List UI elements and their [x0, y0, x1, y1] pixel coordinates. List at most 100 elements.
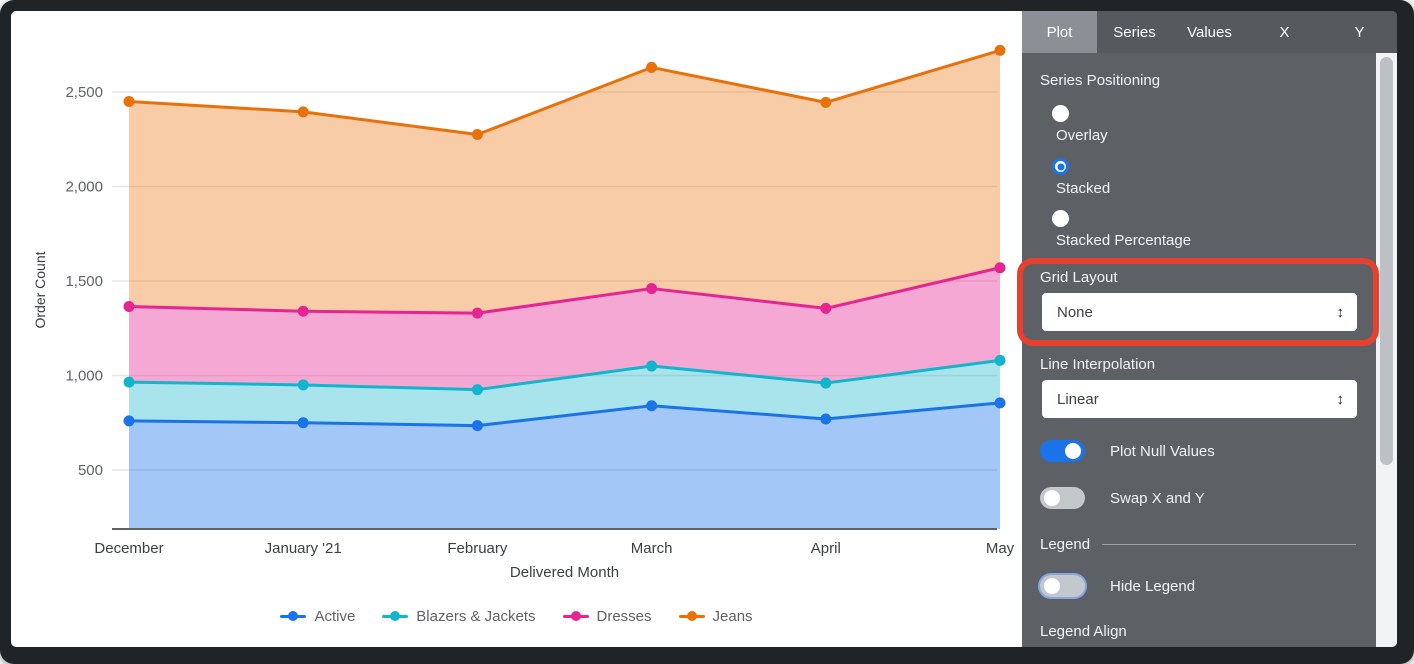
data-point-active-may[interactable]	[994, 397, 1006, 409]
legend-align-label: Legend Align	[1040, 623, 1127, 640]
tab-x[interactable]: X	[1279, 23, 1290, 41]
radio-circle-overlay[interactable]	[1052, 105, 1069, 122]
data-point-dresses-march[interactable]	[646, 283, 658, 295]
data-point-jeans-december[interactable]	[123, 95, 135, 107]
hide-legend-row: Hide Legend	[1040, 575, 1195, 597]
data-point-jeans-february[interactable]	[471, 129, 483, 141]
toggle-knob	[1044, 490, 1060, 506]
data-point-blazers-jackets-march[interactable]	[646, 360, 658, 372]
stacked-area-chart: 500 1,000 1,500 2,000 2,500 Order Count Decemb…	[32, 44, 1015, 581]
radio-label-stacked: Stacked	[1056, 180, 1111, 197]
grid-layout-label: Grid Layout	[1040, 269, 1118, 286]
area-band-blazers-jackets	[129, 360, 1000, 426]
series-line-jeans	[128, 48, 1001, 137]
data-point-jeans-march[interactable]	[646, 61, 658, 73]
x-tick-label: December	[94, 540, 163, 557]
legend-label: Active	[314, 607, 356, 625]
x-axis-title: Delivered Month	[510, 564, 619, 581]
data-point-dresses-april[interactable]	[820, 302, 832, 314]
radio-option-overlay[interactable]: Overlay	[1052, 105, 1108, 144]
panel-scrollbar	[1376, 53, 1397, 647]
section-divider	[1102, 544, 1356, 545]
radio-option-stacked-percentage[interactable]: Stacked Percentage	[1052, 210, 1191, 249]
legend-label: Blazers & Jackets	[416, 607, 536, 625]
grid-layout-select[interactable]: None ↕	[1042, 293, 1357, 331]
panel-body: Series Positioning Overlay Stacked Stack…	[1022, 53, 1397, 647]
y-tick-label: 1,500	[65, 273, 103, 290]
data-point-dresses-february[interactable]	[471, 307, 483, 319]
data-point-blazers-jackets-may[interactable]	[994, 354, 1006, 366]
data-point-jeans-may[interactable]	[994, 44, 1006, 56]
x-tick-label: March	[631, 540, 673, 557]
radio-label-overlay: Overlay	[1056, 127, 1108, 144]
y-tick-label: 2,000	[65, 179, 103, 196]
plot-null-values-row: Plot Null Values	[1040, 440, 1215, 462]
series-line-blazers-jackets	[128, 358, 1001, 392]
area-band-jeans	[129, 50, 1000, 314]
radio-circle-stacked-percentage[interactable]	[1052, 210, 1069, 227]
data-point-blazers-jackets-january-21[interactable]	[297, 379, 309, 391]
hide-legend-label: Hide Legend	[1110, 577, 1196, 595]
plot-null-values-toggle[interactable]	[1040, 440, 1085, 462]
x-tick-label: May	[986, 540, 1015, 557]
chart-legend: Active Blazers & Jackets Dresses Jeans	[11, 604, 1022, 628]
data-point-dresses-december[interactable]	[123, 301, 135, 313]
y-tick-label: 2,500	[65, 84, 103, 101]
tab-plot[interactable]: Plot	[1022, 11, 1097, 53]
data-point-active-february[interactable]	[471, 420, 483, 432]
legend-item-blazers-jackets[interactable]: Blazers & Jackets	[382, 607, 536, 625]
data-point-dresses-january-21[interactable]	[297, 305, 309, 317]
data-point-active-april[interactable]	[820, 413, 832, 425]
x-tick-label: January '21	[265, 540, 342, 557]
legend-section-header: Legend	[1040, 536, 1356, 553]
line-interpolation-label: Line Interpolation	[1040, 356, 1156, 373]
data-point-active-march[interactable]	[646, 400, 658, 412]
y-tick-label: 500	[78, 462, 103, 479]
data-point-blazers-jackets-february[interactable]	[471, 384, 483, 396]
data-point-active-january-21[interactable]	[297, 417, 309, 429]
app-content: 500 1,000 1,500 2,000 2,500 Order Count Decemb…	[11, 11, 1397, 647]
y-tick-label: 1,000	[65, 368, 103, 385]
data-point-jeans-january-21[interactable]	[297, 106, 309, 118]
legend-item-dresses[interactable]: Dresses	[562, 607, 652, 625]
area-band-active	[129, 402, 1000, 529]
swap-x-y-row: Swap X and Y	[1040, 487, 1205, 509]
legend-label: Jeans	[712, 607, 753, 625]
legend-item-active[interactable]: Active	[280, 608, 355, 625]
data-point-active-december[interactable]	[123, 415, 135, 427]
series-line-dresses	[128, 266, 1001, 315]
data-point-jeans-april[interactable]	[820, 96, 832, 108]
data-point-dresses-may[interactable]	[994, 262, 1006, 274]
tab-series[interactable]: Series	[1113, 23, 1156, 41]
radio-label-stacked-percentage: Stacked Percentage	[1056, 232, 1192, 249]
panel-tabs: Plot Series Values X Y	[1022, 11, 1397, 53]
hide-legend-toggle[interactable]	[1040, 575, 1085, 597]
legend-label: Dresses	[596, 607, 652, 625]
legend-marker-dot	[390, 611, 401, 621]
data-point-blazers-jackets-april[interactable]	[820, 377, 832, 389]
legend-marker-icon	[382, 611, 409, 621]
legend-marker-dot	[570, 611, 581, 621]
swap-x-y-toggle[interactable]	[1040, 487, 1085, 509]
tab-y[interactable]: Y	[1354, 23, 1365, 41]
unfold-arrows-icon: ↕	[1336, 390, 1345, 408]
plot-null-values-label: Plot Null Values	[1110, 442, 1215, 460]
line-interpolation-select[interactable]: Linear ↕	[1042, 380, 1357, 418]
legend-marker-icon	[562, 611, 589, 621]
radio-option-stacked[interactable]: Stacked	[1052, 158, 1110, 197]
legend-section-title: Legend	[1040, 536, 1091, 553]
scrollbar-thumb[interactable]	[1380, 57, 1393, 465]
grid-layout-value: None	[1057, 303, 1093, 321]
area-band-dresses	[129, 267, 1000, 390]
legend-marker-icon	[678, 611, 705, 621]
data-point-blazers-jackets-december[interactable]	[123, 376, 135, 388]
legend-marker-dot	[686, 611, 697, 621]
radio-circle-stacked[interactable]	[1052, 158, 1069, 175]
swap-x-y-label: Swap X and Y	[1110, 489, 1205, 507]
tab-values[interactable]: Values	[1187, 23, 1232, 41]
x-tick-label: February	[447, 540, 508, 557]
toggle-knob	[1065, 443, 1081, 459]
legend-item-jeans[interactable]: Jeans	[678, 607, 753, 625]
y-axis-title: Order Count	[32, 251, 48, 328]
